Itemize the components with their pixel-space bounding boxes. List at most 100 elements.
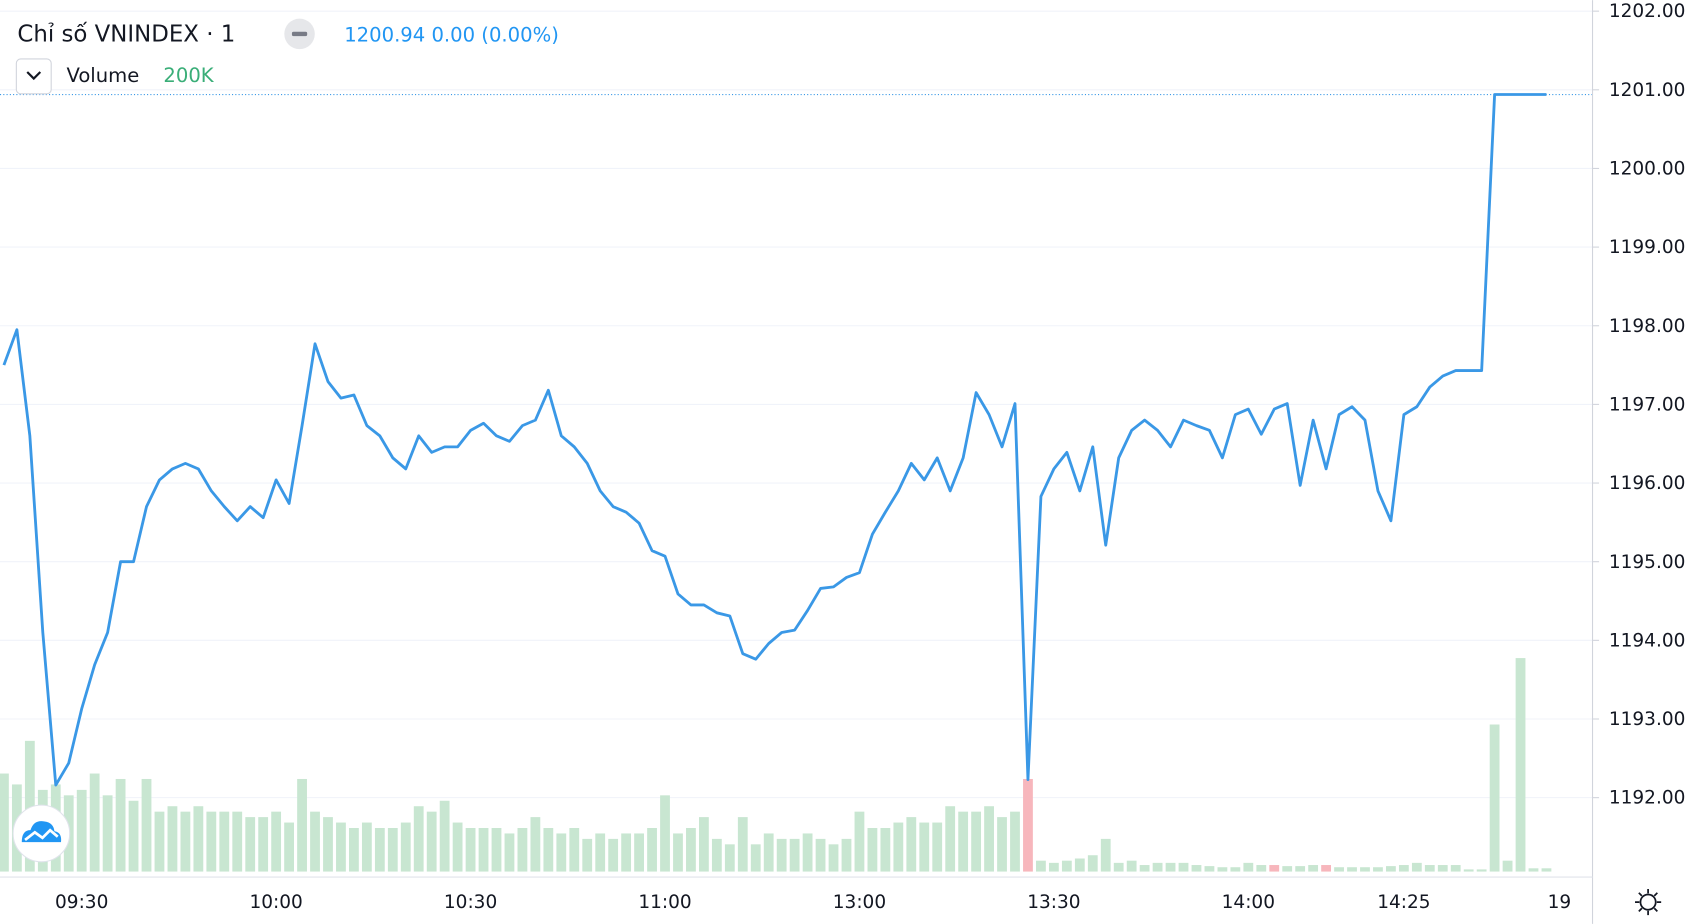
volume-bar <box>698 817 709 872</box>
volume-bar <box>724 844 735 872</box>
y-tick-label: 1198.00 <box>1609 316 1686 337</box>
volume-bar <box>180 811 191 872</box>
volume-bar <box>128 800 139 872</box>
volume-bar <box>1113 862 1124 872</box>
x-tick-label: 10:00 <box>249 892 302 913</box>
volume-bar <box>569 828 580 872</box>
volume-bar <box>219 811 230 872</box>
volume-bar <box>1463 869 1474 872</box>
volume-bar <box>1243 862 1254 872</box>
volume-bar <box>1100 838 1111 872</box>
collapse-button-icon[interactable] <box>26 71 42 81</box>
x-tick-label: 13:30 <box>1027 892 1080 913</box>
volume-bar <box>608 838 619 872</box>
volume-bar <box>919 822 930 872</box>
volume-bar <box>1036 860 1046 872</box>
volume-bar <box>1502 860 1513 872</box>
volume-bar <box>1217 867 1228 872</box>
collapse-button-box[interactable] <box>15 58 52 95</box>
volume-bar <box>284 822 294 872</box>
volume-bar <box>582 838 593 872</box>
y-tick-label: 1196.00 <box>1609 473 1686 494</box>
volume-bar <box>439 800 450 872</box>
volume-bar <box>854 811 865 872</box>
volume-last: 200K <box>163 64 214 87</box>
volume-bar <box>634 833 644 872</box>
volume-bar <box>1360 867 1370 872</box>
volume-bar <box>1165 862 1176 872</box>
volume-bar <box>413 806 424 872</box>
volume-bar <box>997 817 1007 872</box>
volume-bar <box>76 789 87 872</box>
volume-bar <box>945 806 956 872</box>
logo-mark[interactable] <box>24 828 59 842</box>
volume-bar <box>491 828 502 872</box>
volume-bar <box>1476 869 1487 872</box>
volume-bar <box>1528 868 1539 872</box>
volume-bar <box>1541 868 1552 872</box>
volume-bar <box>686 828 696 872</box>
volume-bar <box>387 828 398 872</box>
price-pane <box>0 93 1593 787</box>
logo[interactable] <box>12 804 71 863</box>
y-tick-label: 1194.00 <box>1609 630 1686 651</box>
logo-cloud[interactable] <box>21 821 62 843</box>
volume-bar <box>1048 862 1059 872</box>
volume-bar <box>1373 867 1383 872</box>
volume-bar <box>893 822 904 872</box>
volume-bar <box>478 828 489 872</box>
volume-bar <box>349 828 359 872</box>
x-tick-label: 11:00 <box>638 892 691 913</box>
y-tick-label: 1195.00 <box>1609 552 1686 573</box>
hide-button-icon[interactable] <box>291 31 308 37</box>
volume-bar <box>828 844 839 872</box>
volume-bar <box>361 822 372 872</box>
price-line <box>2 93 1547 787</box>
volume-bar <box>660 795 670 872</box>
volume-bar <box>1061 860 1072 872</box>
volume-bar <box>1282 866 1293 872</box>
y-tick-label: 1202.00 <box>1609 1 1686 22</box>
volume-bar <box>971 811 982 872</box>
volume-bar <box>1398 865 1409 872</box>
y-tick-label: 1201.00 <box>1609 80 1686 101</box>
volume-bar <box>1308 865 1319 872</box>
volume-bar <box>556 833 567 872</box>
volume-bar <box>673 833 683 872</box>
volume-bar <box>1295 866 1306 872</box>
gear-teeth[interactable] <box>1635 888 1662 916</box>
volume-bar <box>621 833 632 872</box>
volume-bar <box>1204 866 1215 872</box>
x-tick-label: 14:25 <box>1377 892 1430 913</box>
volume-bar <box>1450 865 1461 872</box>
collapse-button[interactable] <box>15 58 52 95</box>
volume-bar <box>452 822 463 872</box>
volume-bar <box>1152 862 1163 872</box>
volume-bar <box>1191 865 1202 872</box>
volume-bar <box>530 817 541 872</box>
volume-bar <box>1087 855 1098 872</box>
volume-bar <box>258 817 269 872</box>
settings-button[interactable] <box>1635 888 1662 916</box>
gear-ring[interactable] <box>1639 893 1657 911</box>
y-tick-label: 1197.00 <box>1609 394 1686 415</box>
volume-bar <box>932 822 943 872</box>
volume-bar <box>1386 866 1396 872</box>
volume-bar <box>1334 867 1344 872</box>
y-tick-label: 1193.00 <box>1609 709 1686 730</box>
volume-bar <box>1010 811 1020 872</box>
volume-bar <box>102 795 113 872</box>
volume-bar <box>789 838 800 872</box>
hide-button[interactable] <box>284 18 315 50</box>
volume-bar <box>1269 865 1280 872</box>
grid <box>0 10 1593 799</box>
volume-bar <box>297 778 307 872</box>
volume-bar <box>543 828 554 872</box>
volume-bar <box>595 833 606 872</box>
volume-bar <box>1023 778 1033 872</box>
volume-bar <box>1178 862 1189 872</box>
volume-bar <box>1256 865 1267 872</box>
y-tick-label: 1200.00 <box>1609 159 1686 180</box>
volume-bar <box>763 833 774 872</box>
volume-bar <box>24 740 35 872</box>
